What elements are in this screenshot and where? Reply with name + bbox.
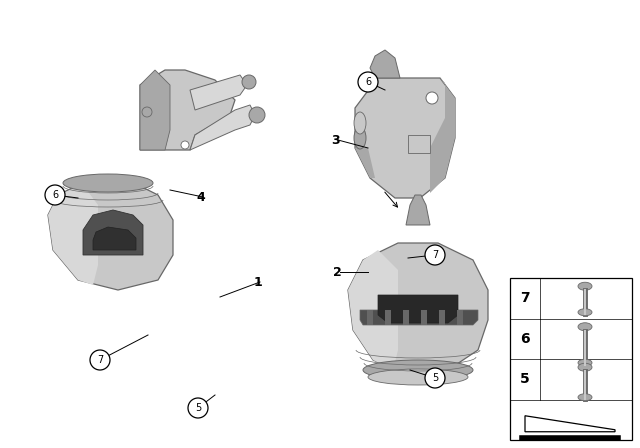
- Polygon shape: [355, 148, 375, 178]
- Ellipse shape: [578, 394, 592, 401]
- Polygon shape: [190, 105, 255, 150]
- Ellipse shape: [578, 363, 592, 371]
- Text: 7: 7: [520, 291, 530, 305]
- Circle shape: [426, 92, 438, 104]
- Polygon shape: [348, 250, 398, 370]
- Polygon shape: [525, 416, 615, 432]
- Circle shape: [90, 350, 110, 370]
- Text: 7: 7: [432, 250, 438, 260]
- Text: 1: 1: [253, 276, 262, 289]
- Ellipse shape: [354, 127, 366, 149]
- Text: 5: 5: [432, 373, 438, 383]
- Ellipse shape: [578, 323, 592, 331]
- Polygon shape: [421, 310, 427, 325]
- Text: 5: 5: [195, 403, 201, 413]
- Polygon shape: [360, 310, 478, 325]
- Text: 5: 5: [520, 372, 530, 386]
- Text: 4: 4: [196, 190, 205, 203]
- Ellipse shape: [578, 309, 592, 316]
- FancyBboxPatch shape: [408, 135, 430, 153]
- Polygon shape: [403, 310, 409, 325]
- Polygon shape: [385, 310, 391, 325]
- Ellipse shape: [368, 369, 468, 385]
- Polygon shape: [367, 310, 373, 325]
- Polygon shape: [140, 70, 170, 150]
- Circle shape: [45, 185, 65, 205]
- Polygon shape: [48, 185, 98, 285]
- Text: 6: 6: [520, 332, 530, 346]
- Polygon shape: [439, 310, 445, 325]
- Polygon shape: [430, 78, 455, 193]
- Ellipse shape: [578, 359, 592, 366]
- Ellipse shape: [578, 282, 592, 290]
- Circle shape: [181, 141, 189, 149]
- Polygon shape: [457, 310, 463, 325]
- Text: 6: 6: [52, 190, 58, 200]
- Circle shape: [425, 368, 445, 388]
- Text: 6: 6: [365, 77, 371, 87]
- Polygon shape: [48, 180, 173, 290]
- Text: 7: 7: [97, 355, 103, 365]
- Circle shape: [242, 75, 256, 89]
- Circle shape: [358, 72, 378, 92]
- Ellipse shape: [363, 360, 473, 380]
- Ellipse shape: [63, 174, 153, 192]
- Circle shape: [188, 398, 208, 418]
- Polygon shape: [190, 75, 247, 110]
- Polygon shape: [140, 70, 235, 150]
- Polygon shape: [378, 295, 458, 323]
- Circle shape: [425, 245, 445, 265]
- FancyBboxPatch shape: [510, 278, 632, 440]
- Circle shape: [142, 107, 152, 117]
- Polygon shape: [83, 210, 143, 255]
- Text: 3: 3: [332, 134, 340, 146]
- Polygon shape: [93, 227, 136, 250]
- Polygon shape: [355, 78, 455, 198]
- Ellipse shape: [354, 112, 366, 134]
- Polygon shape: [370, 50, 400, 78]
- Text: 2: 2: [333, 266, 342, 279]
- Polygon shape: [406, 195, 430, 225]
- Polygon shape: [348, 243, 488, 375]
- Circle shape: [249, 107, 265, 123]
